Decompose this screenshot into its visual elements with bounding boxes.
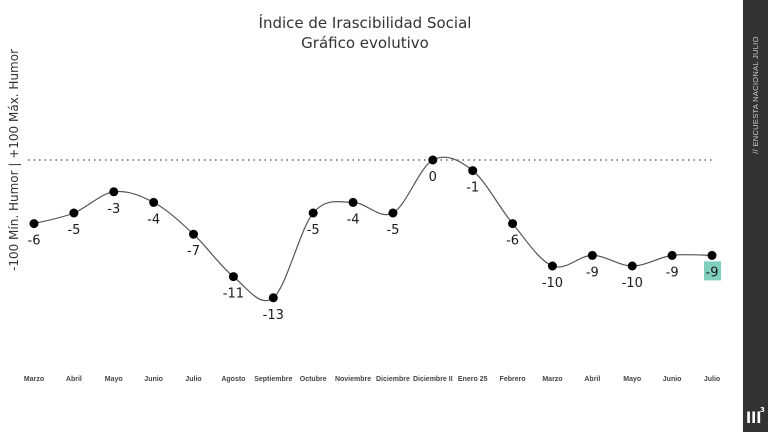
data-label: -13 xyxy=(263,308,284,323)
series-line xyxy=(33,156,713,302)
data-point xyxy=(189,229,199,239)
data-point xyxy=(109,187,119,197)
data-point xyxy=(508,219,518,229)
x-tick-label: Enero 25 xyxy=(458,376,488,383)
data-label: -9 xyxy=(666,265,679,280)
brand-logo-main: lll xyxy=(746,409,761,427)
data-label: -9 xyxy=(586,265,599,280)
data-label: -7 xyxy=(187,244,200,259)
x-tick-label: Julio xyxy=(185,376,201,383)
x-tick-label: Diciembre II xyxy=(413,376,453,383)
chart-subtitle: Gráfico evolutivo xyxy=(301,34,429,52)
data-marks: -6 -5 -3 -4 -7 -11 -13 -5 -4 -5 0 -1 -6 -10 -9 -10 -9 -9 xyxy=(28,155,721,323)
data-label: 0 xyxy=(429,170,437,185)
data-point xyxy=(149,197,159,207)
data-point xyxy=(547,261,557,271)
data-point xyxy=(468,166,478,176)
x-tick-label: Mayo xyxy=(105,376,123,383)
x-axis-ticks: Marzo Abril Mayo Junio Julio Agosto Septiembre… xyxy=(24,376,720,383)
data-label: -3 xyxy=(107,202,120,217)
x-tick-label: Mayo xyxy=(623,376,641,383)
chart-title: Índice de Irascibilidad Social xyxy=(259,13,472,32)
data-label: -5 xyxy=(67,223,80,238)
data-label: -10 xyxy=(542,276,563,291)
data-label: -4 xyxy=(347,212,360,227)
data-label: -4 xyxy=(147,212,160,227)
y-axis-label: -100 Mín. Humor | +100 Máx. Humor xyxy=(7,49,21,271)
x-tick-label: Junio xyxy=(144,376,163,383)
data-point xyxy=(308,208,318,218)
x-tick-label: Octubre xyxy=(300,376,327,383)
data-label: -9 xyxy=(706,265,719,280)
data-label: -10 xyxy=(622,276,643,291)
x-tick-label: Febrero xyxy=(500,376,526,383)
highlight-badge xyxy=(704,261,721,281)
sidebar-panel xyxy=(743,0,768,432)
data-point xyxy=(707,250,717,260)
data-label: -5 xyxy=(386,223,399,238)
brand-logo: lll 3 xyxy=(746,406,765,427)
data-label: -1 xyxy=(466,181,479,196)
data-point xyxy=(228,272,238,282)
data-point xyxy=(268,293,278,303)
x-tick-label: Septiembre xyxy=(254,376,292,383)
x-tick-label: Abril xyxy=(66,376,82,383)
x-tick-label: Marzo xyxy=(24,376,44,383)
data-label: -6 xyxy=(506,234,519,249)
x-tick-label: Diciembre xyxy=(376,376,410,383)
data-point xyxy=(388,208,398,218)
brand-logo-sup: 3 xyxy=(760,406,765,414)
data-label: -11 xyxy=(223,287,244,302)
data-label: -6 xyxy=(28,234,41,249)
data-point xyxy=(627,261,637,271)
x-tick-label: Agosto xyxy=(221,376,245,383)
data-point xyxy=(428,155,438,165)
data-point xyxy=(29,219,39,229)
data-point xyxy=(667,250,677,260)
x-tick-label: Julio xyxy=(704,376,720,383)
data-point xyxy=(348,197,358,207)
data-label: -5 xyxy=(307,223,320,238)
x-tick-label: Marzo xyxy=(542,376,562,383)
survey-label: // ENCUESTA NACIONAL JULIO xyxy=(751,36,760,153)
data-point xyxy=(69,208,79,218)
x-tick-label: Abril xyxy=(584,376,600,383)
x-tick-label: Noviembre xyxy=(335,376,371,383)
x-tick-label: Junio xyxy=(663,376,682,383)
data-point xyxy=(587,250,597,260)
